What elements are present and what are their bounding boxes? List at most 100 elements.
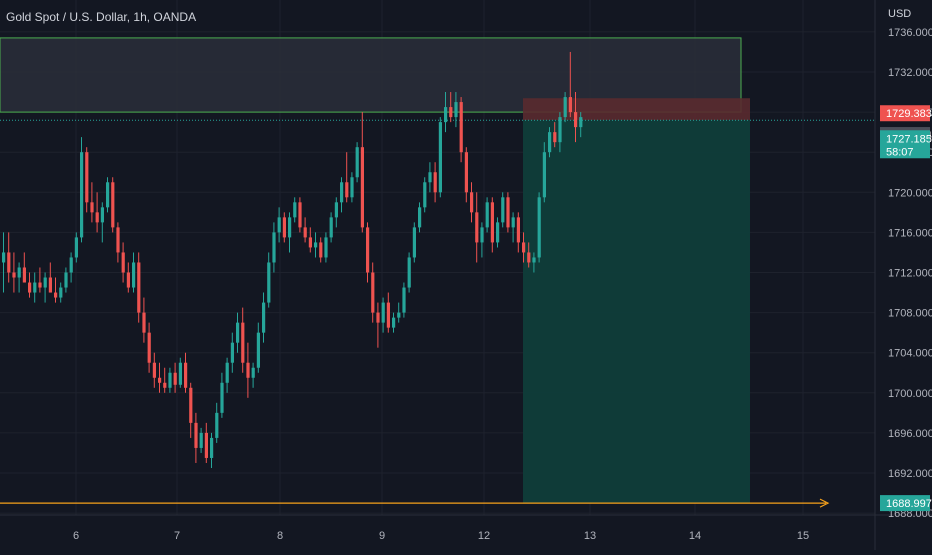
candle-body [59, 287, 63, 298]
candle-body [360, 147, 364, 228]
candle-body [194, 422, 198, 448]
candle-body [537, 197, 541, 258]
candle-body [350, 177, 354, 198]
y-tick-label: 1700.000 [888, 388, 932, 400]
candle-body [574, 112, 578, 128]
candle-body [381, 302, 385, 323]
candle-body [334, 202, 338, 218]
candle-body [210, 437, 214, 458]
candle-body [173, 372, 177, 385]
candle-body [116, 227, 120, 253]
candle-body [485, 202, 489, 228]
candle-body [433, 172, 437, 193]
x-tick-label: 9 [379, 530, 385, 542]
candle-body [392, 317, 396, 328]
candle-body [204, 432, 208, 458]
candle-body [74, 237, 78, 258]
candle-body [142, 312, 146, 333]
candle-body [38, 282, 42, 288]
candle-body [366, 227, 370, 273]
x-tick-label: 6 [73, 530, 79, 542]
candle-body [496, 222, 500, 243]
price-label-last [880, 130, 930, 159]
candle-body [355, 147, 359, 178]
candle-body [184, 362, 188, 388]
y-tick-label: 1704.000 [888, 348, 932, 360]
candles-group [2, 51, 583, 468]
candle-body [308, 237, 312, 248]
price-label-text: 1729.383 [886, 108, 932, 120]
chart-title: Gold Spot / U.S. Dollar, 1h, OANDA [6, 10, 197, 24]
candle-body [563, 97, 567, 118]
candle-body [340, 182, 344, 203]
candle-body [418, 207, 422, 228]
candle-body [454, 102, 458, 118]
candle-body [158, 377, 162, 383]
x-tick-label: 12 [478, 530, 490, 542]
candle-body [54, 292, 58, 298]
y-tick-label: 1716.000 [888, 227, 932, 239]
candle-body [319, 242, 323, 258]
candle-body [132, 262, 136, 288]
candle-body [90, 202, 94, 213]
take-profit-zone [523, 120, 750, 504]
candle-body [475, 212, 479, 243]
candle-body [314, 242, 318, 248]
y-tick-label: 1696.000 [888, 428, 932, 440]
x-tick-label: 15 [797, 530, 809, 542]
candle-body [407, 257, 411, 288]
candle-body [386, 302, 390, 328]
x-tick-label: 8 [277, 530, 283, 542]
candle-body [28, 282, 32, 293]
candle-body [470, 192, 474, 213]
candle-body [199, 432, 203, 448]
candle-body [80, 152, 84, 238]
candle-body [225, 362, 229, 383]
currency-label: USD [888, 8, 912, 20]
candle-body [506, 197, 510, 228]
candle-body [17, 267, 21, 278]
candle-body [490, 202, 494, 243]
candle-body [43, 277, 47, 288]
price-label-text: 1727.185 [886, 133, 932, 145]
candle-body [215, 412, 219, 438]
candle-body [236, 322, 240, 343]
candle-body [371, 272, 375, 313]
candle-body [376, 312, 380, 323]
candle-body [553, 132, 557, 143]
candle-body [277, 217, 281, 233]
y-tick-label: 1720.000 [888, 187, 932, 199]
x-tick-label: 7 [174, 530, 180, 542]
candle-body [267, 262, 271, 303]
candle-body [303, 227, 307, 238]
candle-body [111, 182, 115, 228]
candle-body [163, 382, 167, 388]
candle-body [532, 257, 536, 263]
x-tick-label: 14 [689, 530, 701, 542]
candle-body [272, 232, 276, 263]
y-tick-label: 1736.000 [888, 27, 932, 39]
candle-body [168, 372, 172, 388]
support-line-arrow-icon [819, 498, 830, 508]
candle-body [501, 197, 505, 223]
candle-body [189, 387, 193, 423]
price-label-text: 1688.997 [886, 498, 932, 510]
candle-body [579, 117, 583, 128]
candle-body [459, 102, 463, 153]
candle-body [423, 182, 427, 208]
candle-body [449, 107, 453, 118]
candle-body [22, 267, 26, 283]
candle-body [100, 207, 104, 223]
y-tick-label: 1712.000 [888, 268, 932, 280]
candle-body [147, 332, 151, 363]
candle-body [256, 332, 260, 368]
candle-body [288, 217, 292, 238]
candle-body [48, 277, 52, 293]
candle-body [137, 262, 141, 313]
candle-body [152, 362, 156, 378]
candle-body [7, 252, 11, 273]
candle-body [522, 242, 526, 253]
candle-body [345, 182, 349, 198]
